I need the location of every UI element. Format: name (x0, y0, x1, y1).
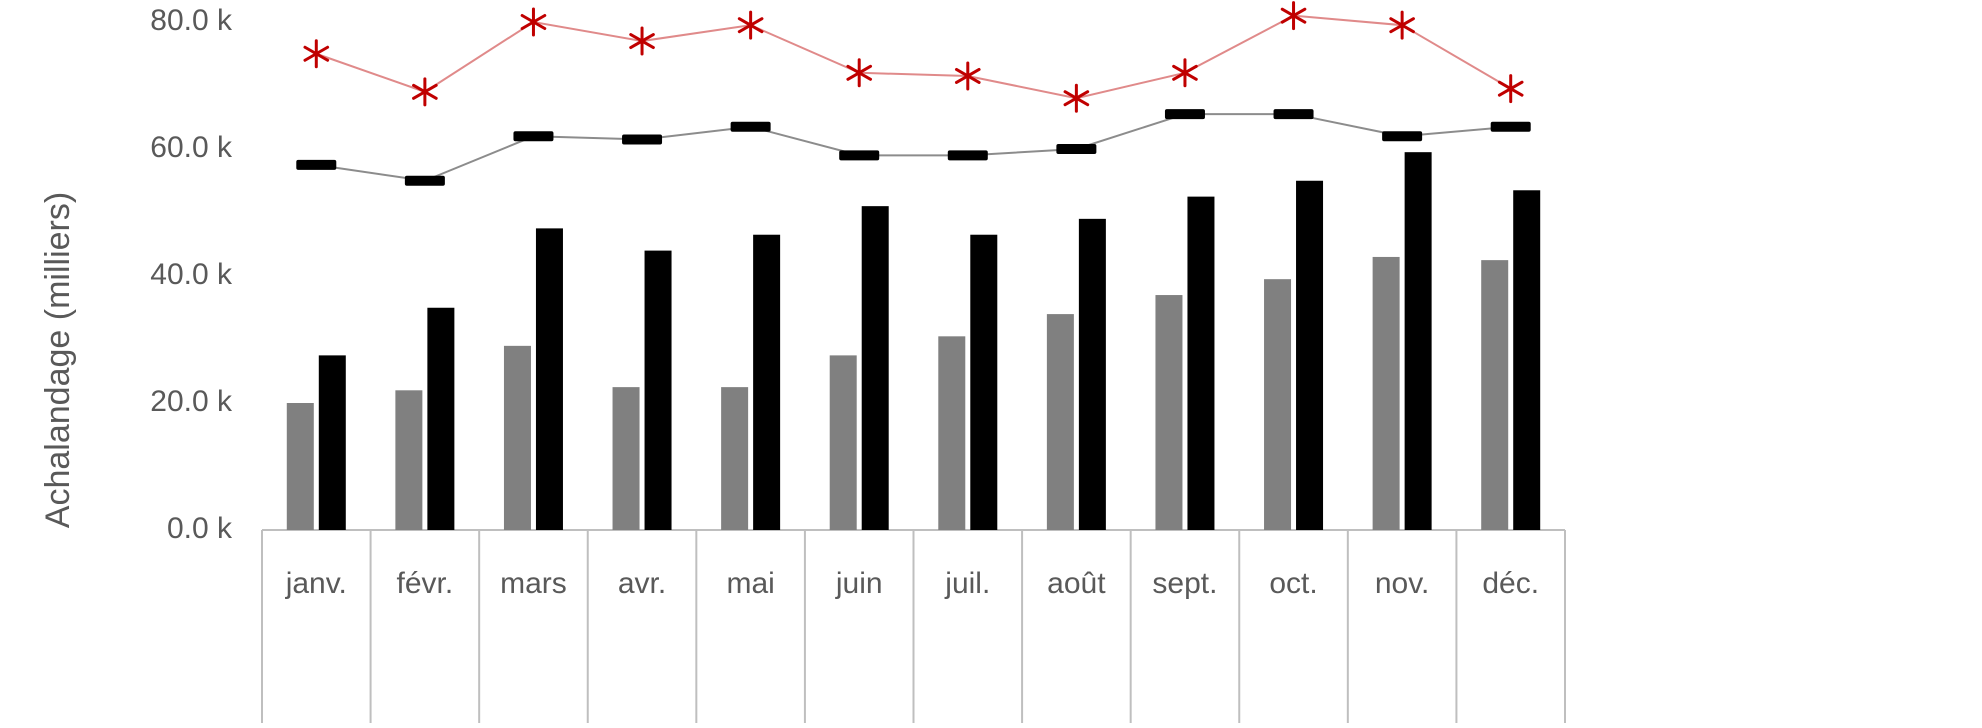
bar-series-2 (1404, 152, 1432, 531)
x-tick-label: mai (726, 567, 774, 600)
bar-series-1 (503, 345, 531, 530)
series-markers (296, 1, 1531, 186)
star-marker (1280, 1, 1307, 31)
x-tick-label: oct. (1269, 567, 1317, 600)
x-tick-label: juin (835, 567, 883, 600)
dash-marker (1490, 121, 1531, 132)
bar-series-1 (1372, 256, 1400, 530)
bar-series-1 (612, 387, 640, 530)
x-tick-label: févr. (397, 567, 454, 600)
bar-series-1 (829, 355, 857, 530)
dash-marker (296, 159, 337, 170)
bar-series-2 (1078, 218, 1106, 530)
bar-series-1 (938, 336, 966, 530)
star-marker (520, 7, 547, 37)
dash-marker (513, 131, 554, 142)
bar-series-1 (1264, 279, 1292, 530)
star-marker (629, 26, 655, 56)
y-tick-label: 40.0 k (150, 258, 233, 291)
series-lines (315, 14, 1512, 182)
star-marker (1172, 58, 1198, 88)
bar-series-2 (970, 234, 998, 530)
bars (286, 152, 1541, 531)
star-marker (1389, 10, 1415, 40)
bar-series-2 (861, 206, 889, 530)
dash-marker (1382, 131, 1423, 142)
bar-series-1 (1481, 260, 1509, 530)
star-marker (954, 61, 981, 91)
bar-series-2 (318, 355, 346, 530)
x-tick-label: avr. (618, 567, 666, 600)
dash-marker (1056, 144, 1097, 154)
x-tick-label: juil. (944, 567, 990, 600)
bar-series-1 (1046, 314, 1074, 530)
y-axis-ticks: 0.0 k 20.0 k 40.0 k 60.0 k 80.0 k (150, 4, 233, 545)
y-axis-title-group: Achalandage (milliers) (39, 192, 77, 528)
y-tick-label: 80.0 k (150, 4, 233, 37)
bar-series-1 (286, 403, 314, 530)
star-marker (412, 77, 438, 107)
y-tick-label: 20.0 k (150, 385, 233, 418)
dash-marker (1273, 109, 1314, 120)
bar-series-1 (721, 387, 749, 530)
bar-series-1 (395, 390, 423, 530)
x-axis: janv. févr. mars avr. mai juin juil. août sept. o… (261, 529, 1566, 723)
y-tick-label: 0.0 k (167, 512, 233, 545)
star-marker (303, 39, 330, 69)
y-axis-title: Achalandage (milliers) (39, 192, 77, 528)
dash-marker (1164, 109, 1205, 120)
y-tick-label: 60.0 k (150, 131, 233, 164)
star-marker (846, 58, 873, 88)
x-tick-label: déc. (1482, 567, 1539, 600)
bar-series-2 (753, 234, 781, 530)
bar-series-1 (1155, 295, 1183, 530)
dash-marker (404, 175, 445, 186)
dash-marker (839, 150, 880, 161)
x-tick-label: nov. (1375, 567, 1429, 600)
bar-series-2 (1296, 180, 1324, 530)
dash-marker (730, 121, 771, 132)
x-tick-label: janv. (285, 567, 347, 600)
bar-series-2 (644, 250, 672, 530)
dash-marker (622, 134, 663, 145)
dash-marker (947, 150, 988, 161)
star-marker (737, 10, 764, 40)
x-tick-label: août (1047, 567, 1106, 600)
bar-series-2 (1513, 190, 1541, 530)
star-marker (1497, 74, 1524, 104)
x-tick-label: sept. (1152, 567, 1217, 600)
x-tick-label: mars (500, 567, 567, 600)
line-series-2 (315, 14, 1512, 100)
bar-series-2 (1187, 196, 1215, 530)
star-marker (1063, 83, 1090, 113)
bar-series-2 (427, 307, 455, 530)
bar-series-2 (535, 228, 563, 530)
line-series-1 (316, 113, 1511, 182)
